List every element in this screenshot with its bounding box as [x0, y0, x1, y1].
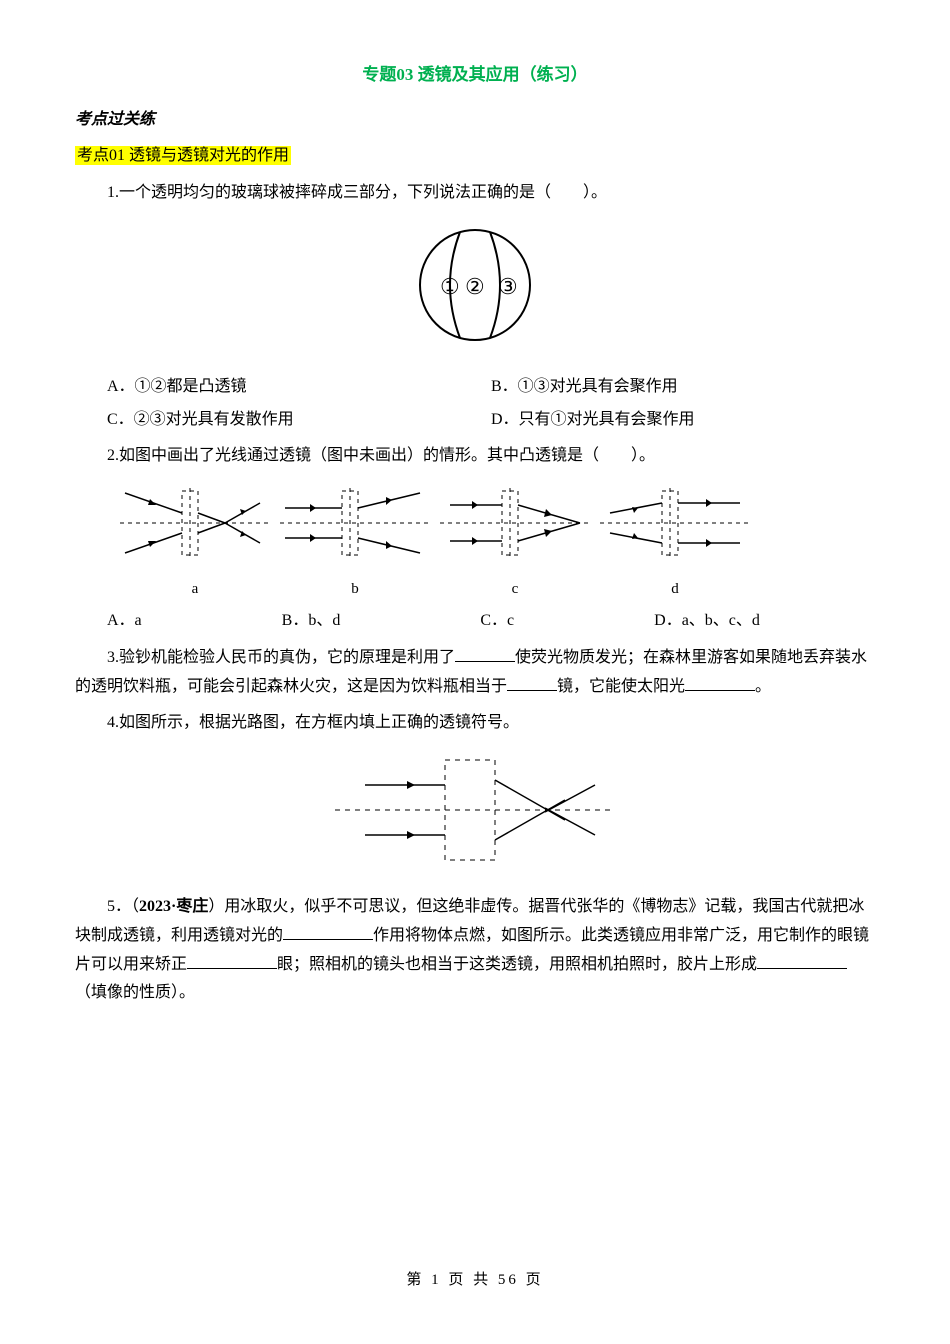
q2-opt-b: B．b、d — [282, 607, 341, 636]
q2-label-b: b — [275, 576, 435, 603]
q3-part4: 。 — [755, 678, 771, 695]
q5-year: 2023·枣庄 — [139, 898, 208, 915]
q1-opt-a: A．①②都是凸透镜 — [107, 373, 491, 402]
q5-blank3 — [757, 953, 847, 969]
document-title: 专题03 透镜及其应用（练习） — [75, 60, 875, 91]
q3-text: 3.验钞机能检验人民币的真伪，它的原理是利用了使荧光物质发光；在森林里游客如果随… — [75, 644, 875, 702]
q2-diagram-d: d — [595, 483, 755, 603]
svg-text:②: ② — [465, 274, 485, 299]
topic-highlight-row: 考点01 透镜与透镜对光的作用 — [75, 142, 875, 171]
q3-blank2 — [507, 675, 557, 691]
q2-opt-c: C．c — [480, 607, 514, 636]
q3-blank1 — [455, 646, 515, 662]
q1-opt-d: D．只有①对光具有会聚作用 — [491, 406, 875, 435]
q5-blank2 — [187, 953, 277, 969]
q3-part3: 镜，它能使太阳光 — [557, 678, 685, 695]
q3-part1: 3.验钞机能检验人民币的真伪，它的原理是利用了 — [107, 649, 455, 666]
q2-options: A．a B．b、d C．c D．a、b、c、d — [107, 607, 875, 636]
q2-label-a: a — [115, 576, 275, 603]
q1-figure: ① ② ③ — [75, 220, 875, 361]
section-heading: 考点过关练 — [75, 106, 875, 135]
q5-part3: 眼；照相机的镜头也相当于这类透镜，用照相机拍照时，胶片上形成 — [277, 956, 757, 973]
q1-options-row1: A．①②都是凸透镜 B．①③对光具有会聚作用 — [107, 373, 875, 402]
q1-options-row2: C．②③对光具有发散作用 D．只有①对光具有会聚作用 — [107, 406, 875, 435]
q2-label-d: d — [595, 576, 755, 603]
q2-opt-a: A．a — [107, 607, 142, 636]
svg-text:①: ① — [440, 274, 460, 299]
q2-text: 2.如图中画出了光线通过透镜（图中未画出）的情形。其中凸透镜是（ ）。 — [75, 442, 875, 471]
q5-part4: （填像的性质）。 — [75, 984, 195, 1001]
q5-blank1 — [283, 924, 373, 940]
q1-opt-c: C．②③对光具有发散作用 — [107, 406, 491, 435]
topic-highlight: 考点01 透镜与透镜对光的作用 — [75, 146, 291, 165]
q1-text: 1.一个透明均匀的玻璃球被摔碎成三部分，下列说法正确的是（ ）。 — [75, 179, 875, 208]
q2-diagram-b: b — [275, 483, 435, 603]
q2-diagrams: a b c — [115, 483, 875, 603]
q2-label-c: c — [435, 576, 595, 603]
q4-figure — [75, 750, 875, 881]
page-footer: 第 1 页 共 56 页 — [0, 1267, 950, 1294]
q5-text: 5．（2023·枣庄）用冰取火，似乎不可思议，但这绝非虚传。据晋代张华的《博物志… — [75, 893, 875, 1008]
q2-opt-d: D．a、b、c、d — [654, 607, 760, 636]
q5-prefix: 5．（ — [107, 898, 139, 915]
q2-diagram-c: c — [435, 483, 595, 603]
svg-text:③: ③ — [498, 274, 518, 299]
q1-opt-b: B．①③对光具有会聚作用 — [491, 373, 875, 402]
q3-blank3 — [685, 675, 755, 691]
q4-text: 4.如图所示，根据光路图，在方框内填上正确的透镜符号。 — [75, 709, 875, 738]
q2-diagram-a: a — [115, 483, 275, 603]
